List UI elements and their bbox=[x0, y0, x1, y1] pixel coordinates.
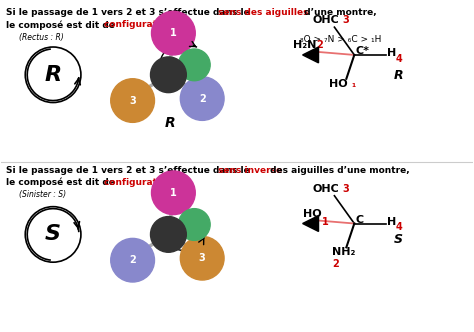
Text: H: H bbox=[387, 216, 396, 226]
Text: OHC: OHC bbox=[312, 15, 339, 25]
Text: HO: HO bbox=[302, 208, 321, 218]
Text: R: R bbox=[165, 117, 176, 130]
Text: 4: 4 bbox=[396, 54, 403, 64]
Text: sens inverse: sens inverse bbox=[218, 166, 282, 175]
Circle shape bbox=[152, 11, 195, 55]
Circle shape bbox=[178, 49, 210, 81]
Text: H: H bbox=[387, 48, 396, 58]
Text: 4: 4 bbox=[396, 222, 403, 232]
Text: 1: 1 bbox=[321, 216, 328, 226]
Text: 2: 2 bbox=[129, 255, 136, 265]
Text: 1: 1 bbox=[170, 28, 177, 38]
Circle shape bbox=[25, 47, 81, 103]
Text: ₁: ₁ bbox=[351, 79, 356, 89]
Polygon shape bbox=[302, 47, 319, 63]
Text: le composé est dit de: le composé est dit de bbox=[6, 178, 118, 187]
Text: R: R bbox=[394, 69, 404, 82]
Circle shape bbox=[152, 171, 195, 214]
Text: 3: 3 bbox=[199, 253, 206, 263]
Text: S: S bbox=[394, 233, 403, 246]
Text: R: R bbox=[45, 65, 62, 85]
Text: C: C bbox=[356, 214, 364, 224]
Text: 3: 3 bbox=[342, 15, 349, 25]
Text: C*: C* bbox=[356, 46, 369, 56]
Text: 4: 4 bbox=[191, 60, 197, 69]
Text: 2: 2 bbox=[332, 259, 339, 269]
Text: S: S bbox=[45, 224, 61, 244]
Text: ₈O > ₇N > ₆C > ₁H: ₈O > ₇N > ₆C > ₁H bbox=[300, 35, 381, 44]
Circle shape bbox=[151, 216, 186, 252]
Circle shape bbox=[25, 207, 81, 262]
Text: OHC: OHC bbox=[312, 184, 339, 194]
Text: 4: 4 bbox=[191, 220, 197, 229]
Polygon shape bbox=[302, 215, 319, 231]
Circle shape bbox=[111, 79, 155, 123]
Text: HO: HO bbox=[329, 79, 348, 89]
Text: configuration: configuration bbox=[104, 20, 176, 29]
Text: R: R bbox=[158, 20, 165, 29]
Circle shape bbox=[111, 238, 155, 282]
Text: 1: 1 bbox=[170, 188, 177, 198]
Circle shape bbox=[178, 208, 210, 240]
Text: (Sinister : S): (Sinister : S) bbox=[19, 190, 66, 199]
Circle shape bbox=[151, 57, 186, 93]
Circle shape bbox=[180, 77, 224, 121]
Text: d’une montre,: d’une montre, bbox=[298, 8, 376, 17]
Text: des aiguilles d’une montre,: des aiguilles d’une montre, bbox=[267, 166, 410, 175]
Text: sens des aiguilles: sens des aiguilles bbox=[218, 8, 309, 17]
Text: le composé est dit de: le composé est dit de bbox=[6, 20, 118, 30]
Text: NH₂: NH₂ bbox=[332, 247, 356, 257]
Text: Si le passage de 1 vers 2 et 3 s’effectue dans le: Si le passage de 1 vers 2 et 3 s’effectu… bbox=[6, 166, 253, 175]
Text: 2: 2 bbox=[317, 40, 323, 50]
Text: 2: 2 bbox=[199, 94, 206, 104]
Text: 3: 3 bbox=[129, 96, 136, 106]
Text: H₂N: H₂N bbox=[292, 40, 316, 50]
Circle shape bbox=[180, 236, 224, 280]
Text: Si le passage de 1 vers 2 et 3 s’effectue dans le: Si le passage de 1 vers 2 et 3 s’effectu… bbox=[6, 8, 253, 17]
Text: S: S bbox=[158, 178, 165, 187]
Text: configuration: configuration bbox=[104, 178, 176, 187]
Text: (Rectus : R): (Rectus : R) bbox=[19, 33, 64, 42]
Text: 3: 3 bbox=[342, 184, 349, 194]
